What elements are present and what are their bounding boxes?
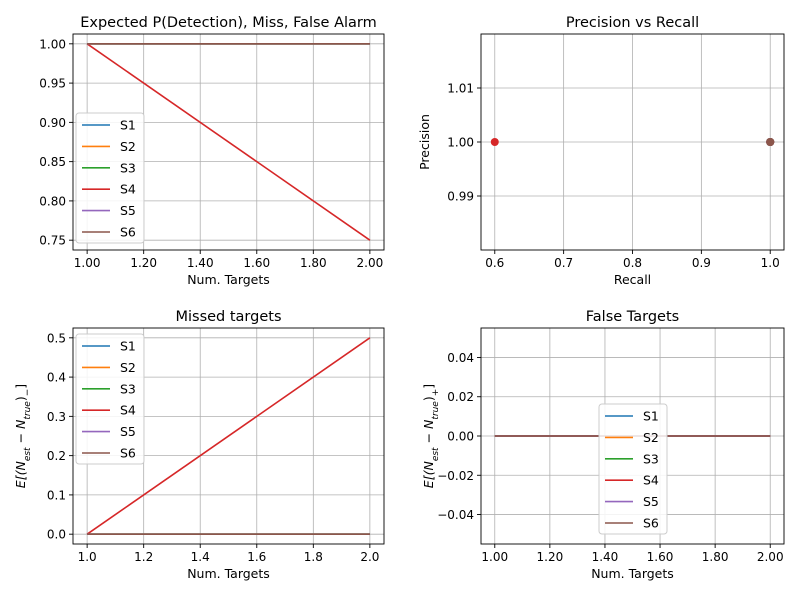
legend-label-s3: S3	[120, 160, 136, 175]
y-tick-label: 0.4	[47, 371, 66, 385]
legend-frame	[598, 403, 668, 535]
series-line-s4	[86, 337, 371, 535]
legend-label-s2: S2	[643, 430, 659, 445]
legend: S1 S2 S3 S4 S5 S6	[75, 112, 145, 244]
y-tick-label: 0.1	[47, 488, 66, 502]
x-tick-label: 1.60	[243, 256, 270, 270]
x-tick-label: 1.8	[304, 550, 323, 564]
y-tick-label: 0.02	[447, 390, 474, 404]
legend-label-s5: S5	[643, 494, 659, 509]
legend-label-s1: S1	[120, 118, 136, 133]
y-tick-label: −0.04	[437, 508, 474, 522]
legend-label-s2: S2	[120, 360, 136, 375]
y-axis-label: Precision	[417, 114, 432, 170]
legend-label-s5: S5	[120, 424, 136, 439]
chart-title: Missed targets	[175, 309, 281, 325]
x-axis-label: Num. Targets	[187, 272, 270, 287]
legend-label-s4: S4	[120, 182, 136, 197]
legend-label-s6: S6	[120, 446, 136, 461]
chart-title: Precision vs Recall	[566, 15, 699, 31]
x-axis-label: Num. Targets	[187, 566, 270, 581]
y-tick-label: 0.75	[39, 234, 66, 248]
legend-label-s6: S6	[120, 225, 136, 240]
legend-label-s4: S4	[643, 473, 659, 488]
y-tick-label: 0.80	[39, 194, 66, 208]
x-tick-label: 1.4	[191, 550, 210, 564]
chart-false: 1.00 1.20 1.40 1.60 1.80 2.00 −0.04 −0.02 0.00 0.…	[421, 309, 785, 581]
plot-area	[490, 138, 775, 146]
y-tick-label: 0.2	[47, 449, 66, 463]
y-tick-label: 1.01	[447, 82, 474, 96]
x-tick-label: 1.80	[300, 256, 327, 270]
x-tick-label: 1.0	[78, 550, 97, 564]
x-tick-label: 0.8	[623, 256, 642, 270]
y-tick-label: 0.3	[47, 410, 66, 424]
y-tick-label: 0.85	[39, 155, 66, 169]
y-tick-label: −0.02	[437, 469, 474, 483]
x-tick-label: 1.00	[74, 256, 101, 270]
legend-label-s2: S2	[120, 139, 136, 154]
plot-area	[86, 337, 371, 536]
y-tick-label: 0.5	[47, 331, 66, 345]
x-axis-label: Recall	[614, 272, 651, 287]
y-axis-label: E[(Nest − Ntrue)−]	[13, 384, 33, 488]
legend-label-s1: S1	[120, 339, 136, 354]
x-tick-label: 1.40	[592, 550, 619, 564]
legend-label-s6: S6	[643, 516, 659, 531]
y-axis-label: E[(Nest − Ntrue)+]	[421, 384, 441, 488]
x-tick-label: 1.20	[537, 550, 564, 564]
y-tick-label: 1.00	[39, 37, 66, 51]
legend-label-s4: S4	[120, 403, 136, 418]
x-tick-label: 1.40	[187, 256, 214, 270]
legend: S1 S2 S3 S4 S5 S6	[598, 403, 668, 535]
chart-title: False Targets	[586, 309, 679, 325]
axes-frame	[72, 327, 385, 545]
y-tick-label: 0.90	[39, 116, 66, 130]
plot-area	[86, 42, 371, 241]
x-tick-label: 0.7	[554, 256, 573, 270]
x-tick-label: 1.60	[647, 550, 674, 564]
legend-label-s5: S5	[120, 203, 136, 218]
x-tick-label: 1.6	[247, 550, 266, 564]
legend-label-s1: S1	[643, 409, 659, 424]
legend-frame	[75, 112, 145, 244]
x-tick-label: 2.00	[357, 256, 384, 270]
y-tick-label: 0.95	[39, 77, 66, 91]
chart-title: Expected P(Detection), Miss, False Alarm	[80, 15, 377, 31]
chart-detection: 1.00 1.20 1.40 1.60 1.80 2.00 0.75 0.80 0.85 0.90…	[39, 15, 385, 287]
x-tick-label: 2.0	[360, 550, 379, 564]
x-tick-label: 1.0	[761, 256, 780, 270]
x-tick-label: 0.9	[692, 256, 711, 270]
y-tick-label: 1.00	[447, 136, 474, 150]
x-tick-label: 1.00	[481, 550, 508, 564]
y-tick-label: 0.00	[447, 430, 474, 444]
y-tick-label: 0.04	[447, 351, 474, 365]
axes-frame	[72, 33, 385, 251]
x-axis-label: Num. Targets	[591, 566, 674, 581]
series-line-s4	[86, 43, 371, 241]
x-tick-label: 1.2	[134, 550, 153, 564]
chart-missed: 1.0 1.2 1.4 1.6 1.8 2.0 0.0 0.1 0.2 0.3 0.4 0.5 Miss…	[13, 309, 385, 581]
x-tick-label: 2.00	[757, 550, 784, 564]
x-tick-label: 1.20	[130, 256, 157, 270]
scatter-point-s4	[490, 138, 499, 146]
legend-frame	[75, 333, 145, 465]
legend-label-s3: S3	[643, 451, 659, 466]
y-tick-label: 0.0	[47, 528, 66, 542]
chart-precision-recall: 0.6 0.7 0.8 0.9 1.0 0.99 1.00 1.01 Precision vs …	[417, 15, 785, 287]
y-tick-label: 0.99	[447, 190, 474, 204]
scatter-point-s6	[766, 138, 775, 146]
legend: S1 S2 S3 S4 S5 S6	[75, 333, 145, 465]
x-tick-label: 0.6	[485, 256, 504, 270]
x-tick-label: 1.80	[702, 550, 729, 564]
legend-label-s3: S3	[120, 381, 136, 396]
